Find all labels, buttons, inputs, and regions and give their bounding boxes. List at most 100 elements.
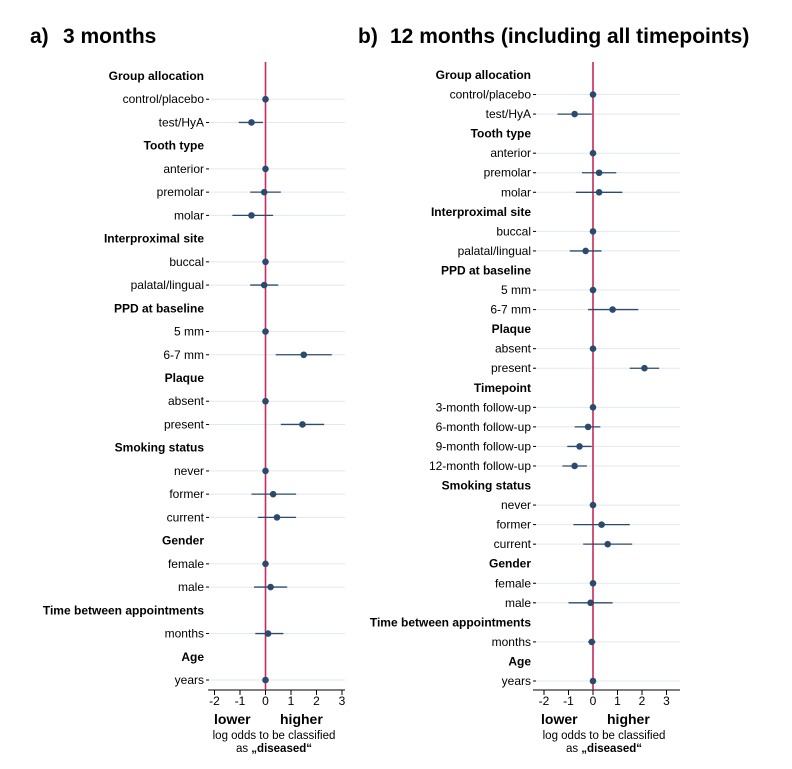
row-label: years (502, 674, 531, 688)
panel-a: a) 3 months -2 -1 0 1 2 3 Group allocation cont… (30, 25, 346, 755)
group-header-label: Age (508, 654, 531, 668)
group-header-label: Smoking status (442, 479, 532, 493)
group-header-label: Smoking status (115, 441, 205, 455)
row-label: molar (501, 185, 531, 199)
point-estimate (264, 630, 272, 637)
point-estimate (269, 490, 277, 498)
row-label: buccal (496, 224, 531, 238)
point-estimate (589, 228, 597, 235)
panel-b-xlabel-prefix: as (566, 743, 581, 755)
panel-a-title: 3 months (63, 25, 156, 48)
group-header-label: Gender (162, 534, 204, 548)
row-label: 9-month follow-up (436, 439, 532, 453)
point-estimate (589, 501, 597, 509)
point-estimate (260, 188, 268, 196)
point-estimate (595, 169, 603, 177)
group-header-label: Time between appointments (43, 603, 204, 617)
panel-a-xlabel-line1: log odds to be classified (213, 730, 336, 742)
row-label: current (167, 510, 205, 524)
group-header-label: Group allocation (109, 69, 204, 83)
point-estimate (262, 467, 269, 475)
row-label: test/HyA (486, 107, 531, 121)
row-label: present (164, 417, 205, 431)
row-label: former (169, 487, 204, 501)
panel-b-xlabel-bold: „diseased“ (581, 743, 642, 755)
row-label: female (168, 557, 204, 571)
group-header-label: PPD at baseline (114, 301, 204, 315)
row-label: absent (495, 342, 532, 356)
group-header-label: Group allocation (436, 68, 531, 82)
x-tick-label: 3 (339, 694, 346, 708)
group-header-label: Interproximal site (104, 232, 204, 246)
panel-a-xlabel-line2: as „diseased“ (236, 743, 312, 755)
group-header-label: Timepoint (474, 381, 531, 395)
x-tick-label: 0 (262, 694, 269, 708)
x-tick-label: -1 (563, 694, 574, 708)
row-label: control/placebo (123, 92, 205, 106)
point-estimate (598, 521, 605, 528)
point-estimate (262, 328, 269, 335)
row-label: molar (174, 208, 204, 222)
point-estimate (589, 345, 597, 352)
row-label: buccal (169, 255, 204, 269)
point-estimate (571, 462, 578, 470)
point-estimate (262, 676, 269, 684)
point-estimate (267, 583, 274, 591)
group-header-label: Time between appointments (370, 615, 531, 629)
row-label: 12-month follow-up (429, 459, 531, 473)
row-label: never (501, 498, 531, 512)
row-label: anterior (163, 162, 204, 176)
x-tick-label: 0 (590, 694, 597, 708)
panel-a-letter: a) (30, 25, 49, 48)
row-label: 6-7 mm (163, 348, 204, 362)
point-estimate (273, 514, 281, 521)
point-estimate (300, 351, 308, 359)
point-estimate (248, 212, 255, 219)
point-estimate (641, 364, 648, 372)
row-label: palatal/lingual (458, 244, 531, 258)
point-estimate (609, 306, 616, 313)
row-label: female (495, 576, 531, 590)
point-estimate (587, 599, 594, 607)
point-estimate (262, 560, 269, 568)
row-label: test/HyA (159, 115, 204, 129)
panel-a-lower-label: lower (214, 711, 251, 727)
row-label: 3-month follow-up (436, 400, 532, 414)
row-label: male (178, 580, 204, 594)
panel-a-plot: -2 -1 0 1 2 3 Group allocation control/placebo t… (43, 62, 346, 708)
point-estimate (588, 638, 596, 646)
row-label: 6-month follow-up (436, 420, 532, 434)
x-tick-label: -2 (539, 694, 550, 708)
point-estimate (589, 677, 597, 685)
point-estimate (576, 443, 583, 450)
point-estimate (262, 397, 269, 405)
panel-b-letter: b) (358, 25, 378, 48)
row-label: anterior (490, 146, 531, 160)
row-label: former (496, 518, 531, 532)
point-estimate (582, 247, 589, 255)
row-label: control/placebo (450, 88, 532, 102)
x-tick-label: 1 (288, 694, 295, 708)
x-tick-label: 2 (313, 694, 320, 708)
panel-b-xlabel-line2: as „diseased“ (566, 743, 642, 755)
row-label: 5 mm (501, 283, 531, 297)
group-header-label: Age (181, 650, 204, 664)
panel-b-plot: -2 -1 0 1 2 3 Group allocation control/placebo t… (370, 62, 680, 708)
group-header-label: PPD at baseline (441, 263, 531, 277)
row-label: premolar (484, 166, 531, 180)
panel-b-title: 12 months (including all timepoints) (390, 25, 749, 48)
panel-b-higher-label: higher (607, 711, 650, 727)
row-label: 5 mm (174, 325, 204, 339)
row-label: months (165, 627, 204, 641)
point-estimate (248, 119, 255, 126)
x-tick-label: 1 (614, 694, 621, 708)
point-estimate (589, 404, 597, 411)
row-label: premolar (157, 185, 204, 199)
group-header-label: Interproximal site (431, 205, 531, 219)
row-label: years (175, 673, 204, 687)
x-tick-label: -1 (235, 694, 246, 708)
point-estimate (571, 110, 578, 118)
x-tick-label: -2 (209, 694, 220, 708)
point-estimate (589, 149, 597, 157)
